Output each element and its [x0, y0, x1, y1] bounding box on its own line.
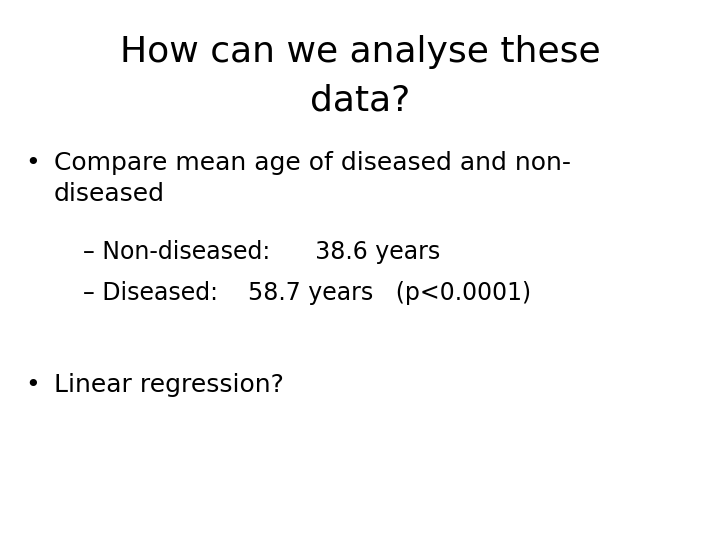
Text: Linear regression?: Linear regression? — [54, 373, 284, 396]
Text: How can we analyse these: How can we analyse these — [120, 35, 600, 69]
Text: •: • — [25, 151, 40, 175]
Text: – Diseased:    58.7 years   (p<0.0001): – Diseased: 58.7 years (p<0.0001) — [83, 281, 531, 305]
Text: – Non-diseased:      38.6 years: – Non-diseased: 38.6 years — [83, 240, 440, 264]
Text: Compare mean age of diseased and non-
diseased: Compare mean age of diseased and non- di… — [54, 151, 571, 206]
Text: •: • — [25, 373, 40, 396]
Text: data?: data? — [310, 84, 410, 118]
